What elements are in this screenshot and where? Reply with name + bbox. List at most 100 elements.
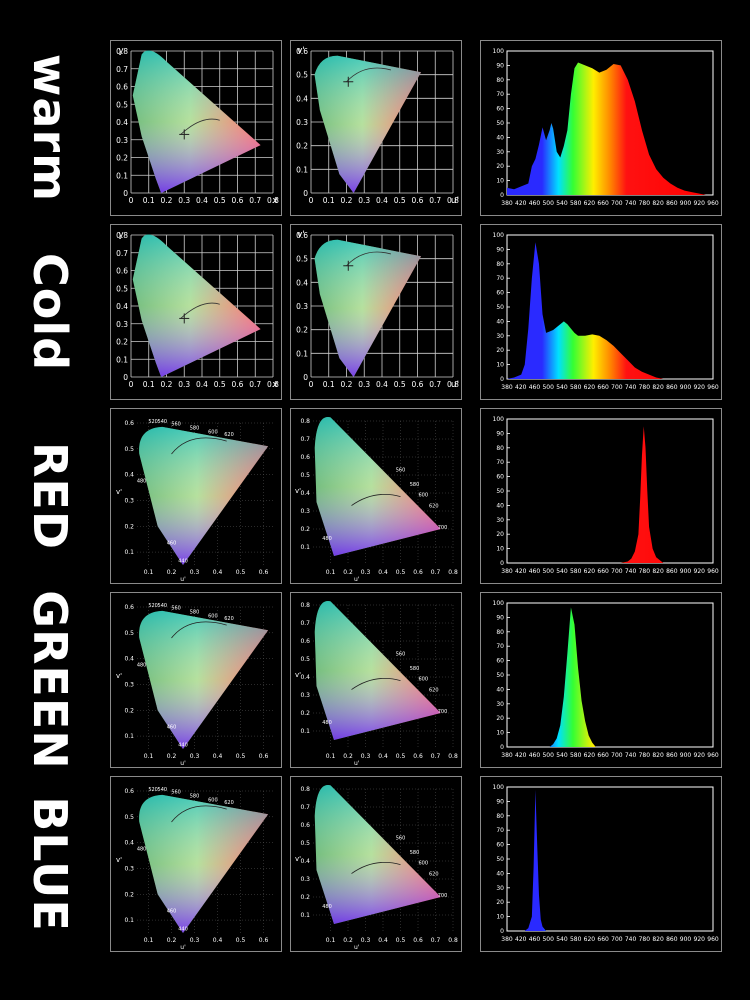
x-tick-label: 0	[309, 196, 314, 205]
y-tick-label: 60	[496, 842, 504, 849]
x-tick-label: 0.8	[267, 196, 279, 205]
wavelength-label: 620	[224, 616, 234, 622]
chromaticity-panel-1-cold: 0.8 0.7 0.6 0.5 0.4 0.3 0.2 0.1 0 0 0.1 0.2 0.3 0.4 0.…	[110, 224, 282, 400]
x-tick-label: 420	[515, 384, 527, 391]
y-tick-label: 0.5	[124, 630, 134, 637]
y-tick-label: 0	[303, 373, 308, 382]
y-tick-label: 100	[493, 232, 505, 239]
x-tick-label: 960	[707, 384, 719, 391]
y-tick-label: 0.7	[116, 249, 128, 258]
wavelength-label: 520	[148, 787, 158, 793]
x-tick-label: 0.2	[161, 196, 173, 205]
x-tick-label: 0.6	[259, 753, 269, 760]
x-tick-label: 780	[639, 200, 651, 207]
y-tick-label: 0.1	[124, 549, 134, 556]
x-tick-label: 0.5	[236, 753, 246, 760]
y-tick-label: 40	[496, 686, 504, 693]
x-tick-label: 0.2	[343, 937, 353, 944]
planckian-locus	[351, 862, 401, 874]
x-tick-label: 0.2	[341, 380, 353, 389]
y-tick-label: 40	[496, 134, 504, 141]
y-tick-label: 70	[496, 275, 504, 282]
x-tick-label: 780	[639, 568, 651, 575]
y-tick-label: 0.2	[296, 142, 308, 151]
y-tick-label: 0.4	[124, 840, 134, 847]
wavelength-label: 600	[208, 429, 218, 435]
y-tick-label: 50	[496, 672, 504, 679]
x-tick-label: 0.3	[190, 569, 200, 576]
spectrum-area	[507, 62, 713, 195]
x-tick-label: 0.8	[448, 937, 458, 944]
row-label-text: BLUE	[23, 796, 78, 932]
planckian-locus	[171, 437, 227, 455]
chromaticity-gamut-overlay	[139, 794, 269, 933]
plot-frame	[506, 786, 714, 932]
wavelength-label: 520	[148, 603, 158, 609]
x-tick-label: 620	[584, 384, 596, 391]
x-tick-label: 540	[556, 384, 568, 391]
x-tick-label: 0.5	[214, 380, 226, 389]
y-tick-label: 0.1	[300, 544, 310, 551]
row-label-text: warm	[23, 53, 77, 203]
y-tick-label: 40	[496, 870, 504, 877]
x-tick-label: 0.3	[361, 753, 371, 760]
y-axis-label: v'	[116, 672, 122, 680]
x-tick-label: 580	[570, 752, 582, 759]
x-tick-label: 900	[680, 752, 692, 759]
y-tick-label: 10	[496, 362, 504, 369]
x-tick-label: 740	[625, 936, 637, 943]
chromaticity-panel-2-red: 0.8 0.7 0.6 0.5 0.4 0.3 0.2 0.1 0.1 0.2 0.3 0.4 0.5 0…	[290, 408, 462, 584]
y-tick-label: 0.4	[296, 94, 308, 103]
y-tick-label: 0.8	[300, 786, 310, 793]
x-tick-label: 0.3	[361, 937, 371, 944]
x-tick-label: 0.4	[196, 196, 208, 205]
x-tick-label: 0.8	[448, 753, 458, 760]
row-label-blue: BLUE	[0, 776, 100, 952]
x-tick-label: 820	[652, 752, 664, 759]
x-tick-label: 0.1	[326, 569, 336, 576]
y-tick-label: 20	[496, 715, 504, 722]
x-axis-label: x	[272, 196, 278, 206]
y-tick-label: 50	[496, 488, 504, 495]
x-tick-label: 0.4	[378, 753, 388, 760]
x-tick-label: 620	[584, 752, 596, 759]
x-tick-label: 780	[639, 752, 651, 759]
y-tick-label: 0.3	[300, 508, 310, 515]
y-tick-label: 30	[496, 517, 504, 524]
y-axis-label: v'	[295, 855, 301, 863]
x-tick-label: 0.2	[161, 380, 173, 389]
y-tick-label: 0.5	[300, 472, 310, 479]
wavelength-label: 540	[158, 419, 168, 425]
y-tick-label: 0.4	[124, 472, 134, 479]
chromaticity-gamut-overlay	[139, 426, 269, 565]
spectrum-panel-red: 100 90 80 70 60 50 40 30 20 10 0 380 420 460 500 540 580…	[480, 408, 722, 584]
y-tick-label: 0	[500, 744, 504, 751]
y-tick-label: 90	[496, 798, 504, 805]
wavelength-label: 620	[429, 871, 439, 877]
x-tick-label: 700	[611, 384, 623, 391]
y-tick-label: 100	[493, 784, 505, 791]
wavelength-label: 520	[148, 419, 158, 425]
y-tick-label: 90	[496, 430, 504, 437]
x-tick-label: 0.5	[236, 937, 246, 944]
x-tick-label: 620	[584, 200, 596, 207]
y-tick-label: 0.5	[116, 284, 128, 293]
x-tick-label: 460	[529, 752, 541, 759]
x-tick-label: 420	[515, 752, 527, 759]
x-tick-label: 0.3	[358, 196, 370, 205]
x-tick-label: 0.3	[178, 380, 190, 389]
x-tick-label: 460	[529, 200, 541, 207]
y-tick-label: 0.8	[300, 418, 310, 425]
x-tick-label: 0.1	[143, 196, 155, 205]
wavelength-label: 480	[137, 662, 147, 668]
y-tick-label: 20	[496, 163, 504, 170]
wavelength-label: 580	[410, 850, 420, 856]
x-tick-label: 0.1	[326, 753, 336, 760]
chromaticity-panel-2-cold: 0.6 0.5 0.4 0.3 0.2 0.1 0 0 0.1 0.2 0.3 0.4 0.5 0.6 0.…	[290, 224, 462, 400]
wavelength-label: 620	[429, 687, 439, 693]
row-label-green: GREEN	[0, 590, 100, 770]
x-tick-label: 0.1	[144, 937, 154, 944]
chromaticity-gamut-overlay	[314, 239, 422, 377]
x-axis-label: u'	[180, 760, 186, 767]
x-tick-label: 0.5	[394, 380, 406, 389]
